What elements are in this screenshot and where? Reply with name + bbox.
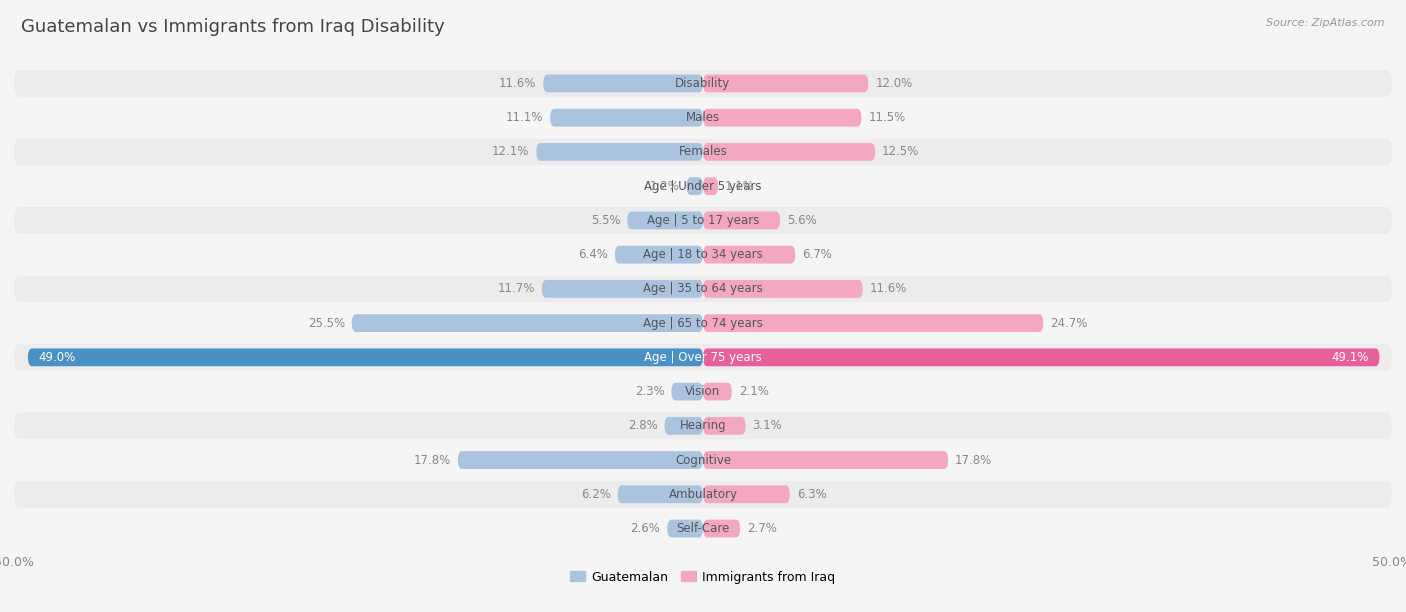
Text: Hearing: Hearing: [679, 419, 727, 432]
Text: 2.8%: 2.8%: [628, 419, 658, 432]
Text: Age | Over 75 years: Age | Over 75 years: [644, 351, 762, 364]
FancyBboxPatch shape: [352, 314, 703, 332]
Text: Females: Females: [679, 146, 727, 159]
Text: Age | Under 5 years: Age | Under 5 years: [644, 180, 762, 193]
FancyBboxPatch shape: [14, 412, 1392, 439]
FancyBboxPatch shape: [703, 75, 869, 92]
FancyBboxPatch shape: [686, 177, 703, 195]
FancyBboxPatch shape: [703, 417, 745, 435]
FancyBboxPatch shape: [14, 310, 1392, 337]
Text: 49.0%: 49.0%: [39, 351, 76, 364]
Text: 25.5%: 25.5%: [308, 316, 344, 330]
FancyBboxPatch shape: [536, 143, 703, 161]
Text: 2.1%: 2.1%: [738, 385, 769, 398]
FancyBboxPatch shape: [28, 348, 703, 366]
Text: 6.7%: 6.7%: [803, 248, 832, 261]
FancyBboxPatch shape: [703, 280, 863, 298]
Text: 11.6%: 11.6%: [499, 77, 536, 90]
Text: 2.3%: 2.3%: [634, 385, 665, 398]
Text: 6.2%: 6.2%: [581, 488, 610, 501]
FancyBboxPatch shape: [617, 485, 703, 503]
FancyBboxPatch shape: [703, 177, 718, 195]
FancyBboxPatch shape: [550, 109, 703, 127]
Text: 1.1%: 1.1%: [725, 180, 755, 193]
Text: 24.7%: 24.7%: [1050, 316, 1088, 330]
Text: 11.5%: 11.5%: [869, 111, 905, 124]
Legend: Guatemalan, Immigrants from Iraq: Guatemalan, Immigrants from Iraq: [565, 565, 841, 589]
FancyBboxPatch shape: [703, 143, 875, 161]
Text: 11.1%: 11.1%: [506, 111, 543, 124]
FancyBboxPatch shape: [703, 382, 733, 400]
FancyBboxPatch shape: [14, 378, 1392, 405]
FancyBboxPatch shape: [458, 451, 703, 469]
FancyBboxPatch shape: [14, 104, 1392, 131]
Text: Age | 65 to 74 years: Age | 65 to 74 years: [643, 316, 763, 330]
FancyBboxPatch shape: [614, 246, 703, 264]
Text: Vision: Vision: [685, 385, 721, 398]
FancyBboxPatch shape: [671, 382, 703, 400]
FancyBboxPatch shape: [703, 348, 1379, 366]
FancyBboxPatch shape: [703, 314, 1043, 332]
Text: Guatemalan vs Immigrants from Iraq Disability: Guatemalan vs Immigrants from Iraq Disab…: [21, 18, 444, 36]
Text: 5.6%: 5.6%: [787, 214, 817, 227]
Text: 17.8%: 17.8%: [955, 453, 993, 466]
Text: 11.6%: 11.6%: [870, 282, 907, 296]
Text: 5.5%: 5.5%: [591, 214, 620, 227]
Text: Ambulatory: Ambulatory: [668, 488, 738, 501]
FancyBboxPatch shape: [14, 447, 1392, 474]
Text: Age | 18 to 34 years: Age | 18 to 34 years: [643, 248, 763, 261]
FancyBboxPatch shape: [14, 138, 1392, 165]
FancyBboxPatch shape: [627, 212, 703, 230]
FancyBboxPatch shape: [14, 173, 1392, 200]
Text: 1.2%: 1.2%: [650, 180, 679, 193]
Text: Males: Males: [686, 111, 720, 124]
FancyBboxPatch shape: [703, 485, 790, 503]
Text: Source: ZipAtlas.com: Source: ZipAtlas.com: [1267, 18, 1385, 28]
Text: 12.5%: 12.5%: [882, 146, 920, 159]
FancyBboxPatch shape: [14, 344, 1392, 371]
FancyBboxPatch shape: [14, 207, 1392, 234]
Text: Self-Care: Self-Care: [676, 522, 730, 535]
Text: Cognitive: Cognitive: [675, 453, 731, 466]
Text: 12.0%: 12.0%: [875, 77, 912, 90]
Text: 17.8%: 17.8%: [413, 453, 451, 466]
FancyBboxPatch shape: [14, 70, 1392, 97]
FancyBboxPatch shape: [668, 520, 703, 537]
Text: 6.3%: 6.3%: [797, 488, 827, 501]
FancyBboxPatch shape: [703, 246, 796, 264]
Text: 49.1%: 49.1%: [1331, 351, 1368, 364]
Text: 6.4%: 6.4%: [578, 248, 607, 261]
FancyBboxPatch shape: [14, 275, 1392, 302]
FancyBboxPatch shape: [543, 75, 703, 92]
FancyBboxPatch shape: [703, 109, 862, 127]
Text: Age | 35 to 64 years: Age | 35 to 64 years: [643, 282, 763, 296]
Text: 2.7%: 2.7%: [747, 522, 778, 535]
Text: Disability: Disability: [675, 77, 731, 90]
Text: 2.6%: 2.6%: [630, 522, 661, 535]
Text: 11.7%: 11.7%: [498, 282, 534, 296]
FancyBboxPatch shape: [665, 417, 703, 435]
FancyBboxPatch shape: [703, 451, 948, 469]
Text: Age | 5 to 17 years: Age | 5 to 17 years: [647, 214, 759, 227]
FancyBboxPatch shape: [703, 212, 780, 230]
Text: 12.1%: 12.1%: [492, 146, 530, 159]
FancyBboxPatch shape: [14, 241, 1392, 268]
FancyBboxPatch shape: [14, 481, 1392, 508]
FancyBboxPatch shape: [541, 280, 703, 298]
FancyBboxPatch shape: [14, 515, 1392, 542]
Text: 3.1%: 3.1%: [752, 419, 782, 432]
FancyBboxPatch shape: [703, 520, 740, 537]
